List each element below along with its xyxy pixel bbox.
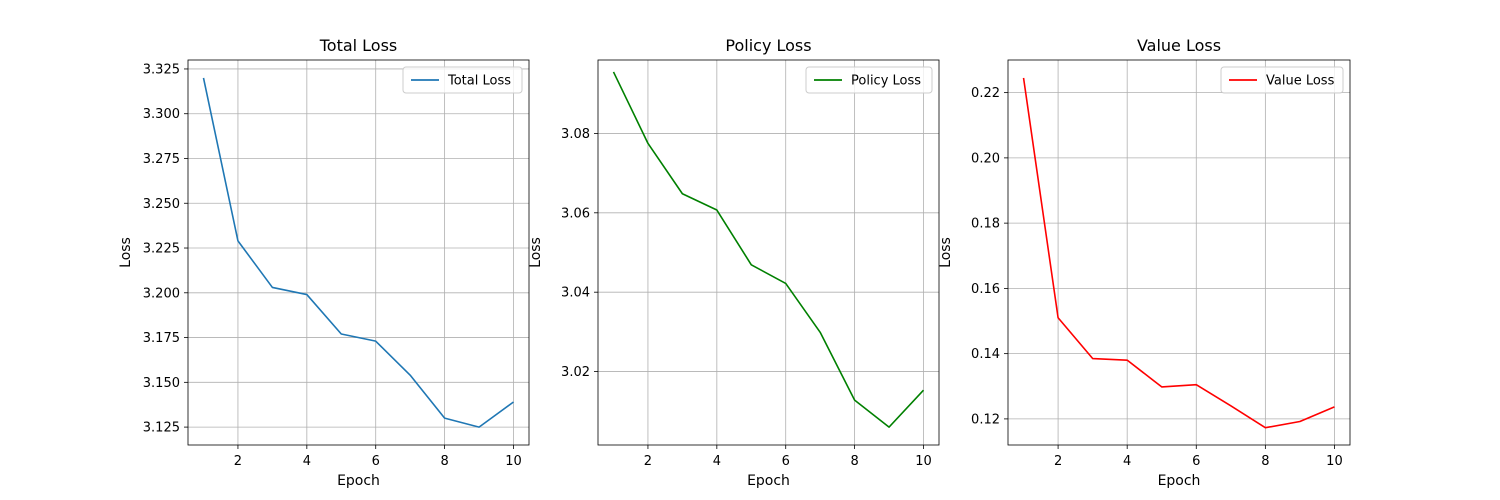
chart-title: Value Loss [1137, 36, 1221, 55]
plot-frame [187, 59, 530, 446]
y-axis-label: Loss [528, 237, 544, 268]
legend-box [1220, 66, 1344, 94]
chart-panel-2: 2 4 6 8 10 3.02 3.04 3.06 3.08 Policy Loss Epoch Lo… [528, 36, 940, 489]
y-tick-label: 3.150 [143, 376, 180, 391]
x-tick-label: 2 [1054, 454, 1062, 469]
x-tick-label: 6 [782, 454, 790, 469]
y-tick-label: 0.20 [971, 151, 1000, 166]
x-tick-label: 10 [1326, 454, 1343, 469]
legend: Policy Loss [805, 66, 933, 94]
x-tick-label: 4 [1123, 454, 1131, 469]
x-tick-label: 4 [303, 454, 311, 469]
series-line [612, 71, 925, 428]
y-tick-label: 0.14 [971, 347, 1000, 362]
y-tick-label: 3.300 [143, 107, 180, 122]
y-axis-label: Loss [938, 237, 954, 268]
chart-title: Total Loss [319, 36, 398, 55]
x-tick-label: 4 [713, 454, 721, 469]
x-tick-label: 2 [234, 454, 242, 469]
x-tick-label: 8 [440, 454, 448, 469]
legend-label: Value Loss [1266, 74, 1335, 89]
legend-label: Total Loss [447, 74, 511, 89]
y-tick-label: 0.16 [971, 282, 1000, 297]
x-tick-label: 10 [915, 454, 932, 469]
chart-panel-1: 2 4 6 8 10 3.125 3.150 3.175 3.200 3.225 3.250 3.27… [118, 36, 530, 489]
x-axis-label: Epoch [1158, 473, 1201, 489]
x-tick-label: 2 [644, 454, 652, 469]
x-tick-label: 10 [505, 454, 522, 469]
y-axis-label: Loss [118, 237, 134, 268]
y-tick-label: 3.250 [143, 197, 180, 212]
y-tick-label: 0.18 [971, 217, 1000, 232]
x-tick-label: 6 [372, 454, 380, 469]
legend-box [402, 66, 523, 94]
series-line [202, 77, 514, 428]
plot-frame [597, 59, 940, 446]
series-line [1022, 77, 1335, 429]
x-tick-label: 8 [850, 454, 858, 469]
y-tick-label: 3.04 [561, 286, 590, 301]
legend: Value Loss [1220, 66, 1344, 94]
y-tick-label: 3.200 [143, 286, 180, 301]
legend-label: Policy Loss [851, 74, 921, 89]
chart-panel-3: 2 4 6 8 10 0.12 0.14 0.16 0.18 0.20 0.22 Value Loss… [938, 36, 1351, 489]
y-tick-label: 3.225 [143, 242, 180, 257]
x-tick-label: 6 [1192, 454, 1200, 469]
x-tick-label: 8 [1261, 454, 1269, 469]
y-tick-label: 3.175 [143, 331, 180, 346]
y-tick-label: 0.22 [971, 86, 1000, 101]
y-tick-label: 3.08 [561, 127, 590, 142]
x-axis-label: Epoch [337, 473, 380, 489]
legend-box [805, 66, 933, 94]
chart-title: Policy Loss [725, 36, 811, 55]
y-tick-label: 3.02 [561, 365, 590, 380]
y-tick-label: 3.275 [143, 152, 180, 167]
legend: Total Loss [402, 66, 523, 94]
y-tick-label: 3.06 [561, 206, 590, 221]
y-tick-label: 3.325 [143, 62, 180, 77]
x-axis-label: Epoch [747, 473, 790, 489]
y-tick-label: 3.125 [143, 421, 180, 436]
y-tick-label: 0.12 [971, 412, 1000, 427]
plot-frame [1007, 59, 1351, 446]
